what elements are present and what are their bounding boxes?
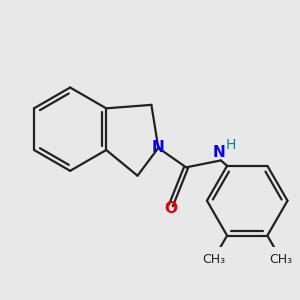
Text: O: O [164,201,177,216]
Text: H: H [226,138,236,152]
Text: CH₃: CH₃ [202,253,226,266]
Text: N: N [152,140,165,155]
Text: N: N [213,145,226,160]
Text: CH₃: CH₃ [269,253,292,266]
